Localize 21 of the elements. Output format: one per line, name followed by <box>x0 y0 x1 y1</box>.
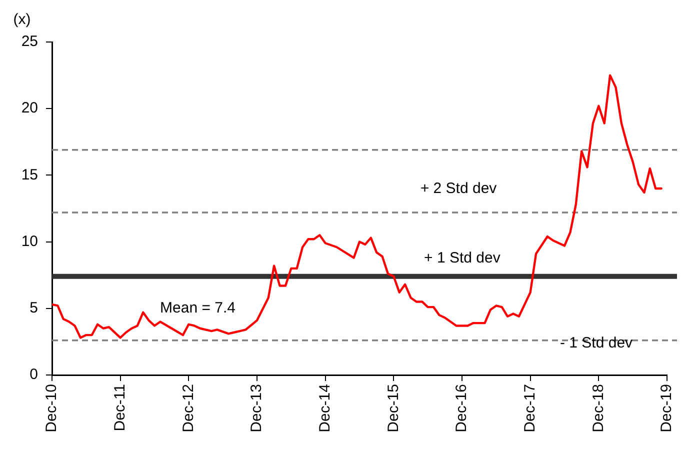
x-tick-label: Dec-18 <box>590 384 607 432</box>
y-axis-title: (x) <box>13 11 31 28</box>
x-tick-label: Dec-11 <box>111 384 128 432</box>
ref-line-label: Mean = 7.4 <box>160 300 236 317</box>
ref-line-label: - 1 Std dev <box>560 334 634 352</box>
x-tick-label: Dec-19 <box>658 384 676 432</box>
x-tick-label: Dec-14 <box>316 384 334 432</box>
y-tick-label: 5 <box>30 300 38 317</box>
x-tick-label: Dec-17 <box>521 384 538 432</box>
x-tick-label: Dec-16 <box>453 384 470 432</box>
y-tick-label: 10 <box>21 232 38 250</box>
ref-line-label: + 1 Std dev <box>424 250 501 267</box>
x-tick-label: Dec-10 <box>43 384 60 432</box>
x-tick-label: Dec-12 <box>180 384 197 432</box>
ref-line-label: + 2 Std dev <box>420 180 498 198</box>
x-tick-label: Dec-13 <box>248 384 266 432</box>
x-tick-label: Dec-15 <box>384 384 402 432</box>
y-tick-label: 15 <box>21 166 38 184</box>
y-tick-label: 0 <box>30 366 38 384</box>
y-tick-label: 25 <box>21 33 38 50</box>
y-tick-label: 20 <box>21 100 38 117</box>
